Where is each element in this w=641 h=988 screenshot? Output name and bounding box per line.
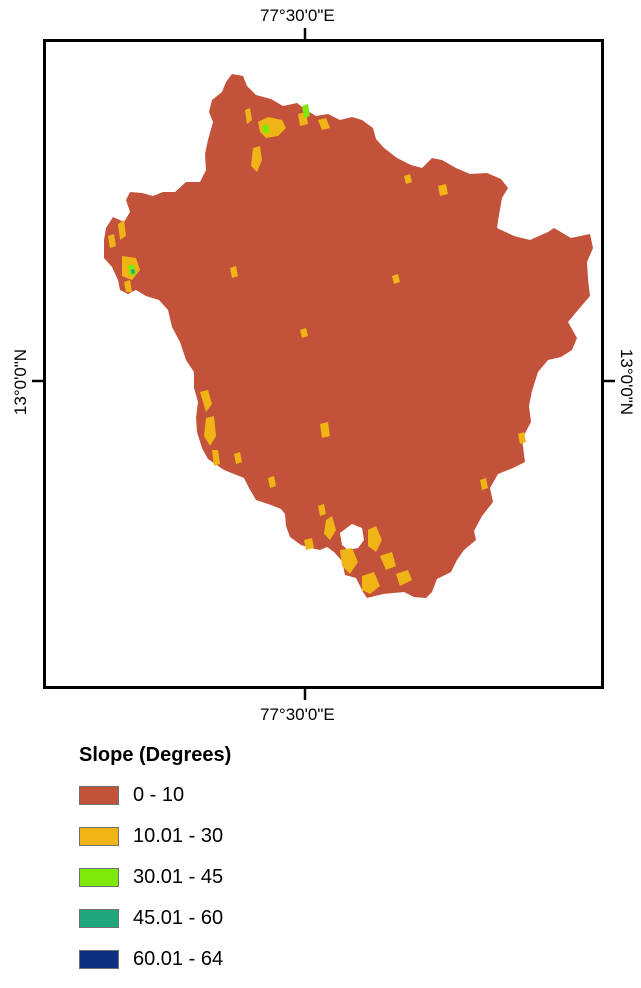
legend-item: 60.01 - 64 [79, 948, 379, 972]
legend-swatch [79, 827, 119, 846]
legend-swatch [79, 868, 119, 887]
study-area-notch [340, 524, 364, 550]
legend-swatch [79, 909, 119, 928]
legend-item: 10.01 - 30 [79, 825, 379, 849]
slope-map [32, 28, 615, 700]
legend-item: 45.01 - 60 [79, 907, 379, 931]
study-area-shape [104, 74, 593, 598]
graticule-label-right: 13°0'0"N [617, 348, 636, 416]
slope-class-10-30 [108, 108, 526, 594]
legend-label: 10.01 - 30 [133, 825, 224, 847]
legend-item: 0 - 10 [79, 784, 379, 808]
legend-swatch [79, 950, 119, 969]
graticule-label-bottom: 77°30'0"E [260, 705, 335, 724]
legend-swatch [79, 786, 119, 805]
legend-label: 30.01 - 45 [133, 866, 224, 888]
legend-label: 60.01 - 64 [133, 948, 224, 970]
legend-label: 45.01 - 60 [133, 907, 224, 929]
slope-class-45-60 [131, 269, 135, 274]
graticule-label-left: 13°0'0"N [11, 348, 30, 416]
legend-label: 0 - 10 [133, 784, 185, 806]
graticule-label-top: 77°30'0"E [260, 6, 335, 25]
map-neatline [43, 39, 604, 689]
legend-title: Slope (Degrees) [79, 744, 232, 766]
legend-item: 30.01 - 45 [79, 866, 379, 890]
